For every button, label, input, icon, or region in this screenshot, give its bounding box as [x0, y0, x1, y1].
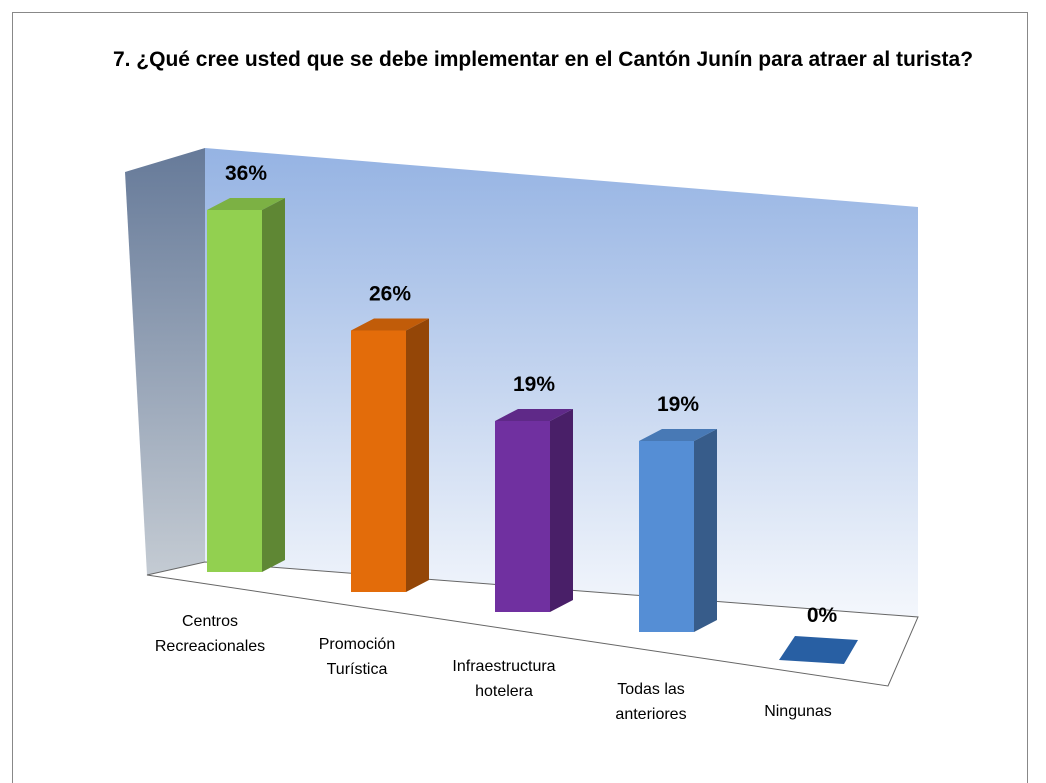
bar	[495, 408, 573, 612]
x-tick-label: Ningunas	[764, 703, 832, 720]
bar-top	[639, 428, 717, 441]
x-tick-label: Todas las anteriores	[615, 680, 687, 723]
chart-frame	[12, 12, 1028, 783]
bar-side	[262, 198, 285, 572]
bar	[779, 636, 858, 664]
data-label: 19%	[657, 393, 699, 416]
bar-top	[779, 636, 858, 664]
side-wall	[125, 148, 205, 575]
data-label: 26%	[369, 283, 411, 306]
data-label: 0%	[807, 604, 838, 627]
bar-top	[207, 198, 285, 210]
x-tick-label: Centros Recreacionales	[154, 613, 266, 655]
bar-front	[639, 440, 694, 632]
bar-front	[207, 210, 262, 572]
bar	[639, 428, 717, 632]
data-label: 19%	[513, 373, 555, 396]
x-tick-label: Promoción Turística	[318, 635, 396, 678]
floor	[146, 561, 919, 687]
chart-title: 7. ¿Qué cree usted que se debe implement…	[112, 48, 974, 71]
x-tick-label: Infraestructura hotelera	[452, 658, 556, 700]
bar-top	[351, 318, 429, 331]
bar-side	[406, 318, 429, 592]
bar-top	[495, 408, 573, 421]
bar-front	[495, 420, 550, 612]
bar	[351, 318, 429, 592]
bar	[207, 198, 285, 572]
data-label: 36%	[225, 162, 267, 185]
bar-front	[351, 330, 406, 592]
bar-side	[694, 428, 717, 632]
bar-side	[550, 408, 573, 612]
